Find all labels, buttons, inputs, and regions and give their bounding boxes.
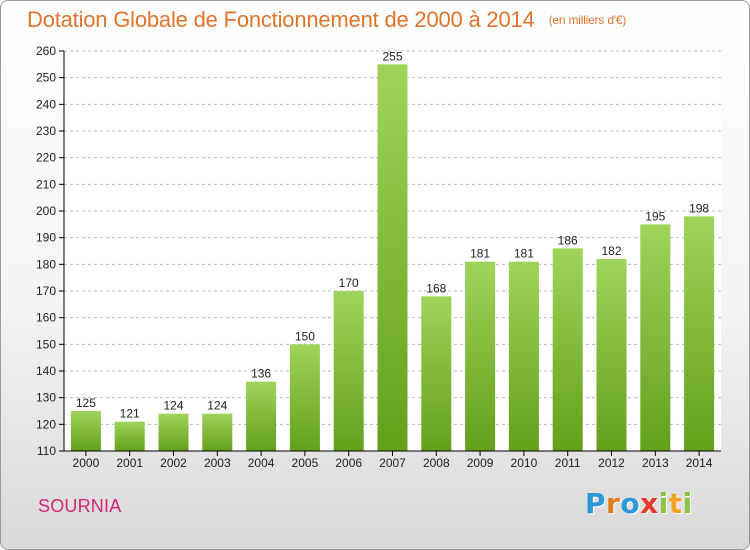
x-tick-label: 2013 [642, 456, 669, 470]
data-label: 181 [470, 247, 490, 261]
data-label: 186 [558, 233, 578, 247]
bar [596, 259, 627, 451]
bar [70, 411, 101, 451]
x-tick-label: 2009 [467, 456, 494, 470]
data-label: 136 [251, 367, 271, 381]
bar [508, 261, 539, 451]
data-label: 124 [207, 399, 227, 413]
proxiti-logo: Proxiti [585, 487, 693, 520]
y-tick-label: 180 [36, 257, 56, 271]
y-tick-label: 200 [36, 204, 56, 218]
y-tick-label: 150 [36, 337, 56, 351]
y-tick-label: 170 [36, 284, 56, 298]
data-label: 150 [295, 329, 315, 343]
x-tick-label: 2006 [335, 456, 362, 470]
y-tick-label: 220 [36, 151, 56, 165]
y-tick-label: 120 [36, 417, 56, 431]
y-tick-label: 110 [37, 444, 56, 458]
x-tick-label: 2011 [555, 456, 581, 470]
data-label: 255 [382, 49, 402, 63]
data-label: 125 [76, 396, 96, 410]
data-label: 170 [339, 276, 359, 290]
commune-name: SOURNIA [38, 496, 122, 516]
data-label: 124 [163, 399, 183, 413]
y-tick-label: 160 [36, 311, 56, 325]
data-label: 198 [689, 201, 709, 215]
y-tick-label: 190 [36, 231, 56, 245]
chart-title: Dotation Globale de Fonctionnement de 20… [27, 7, 626, 33]
bar [640, 224, 671, 451]
y-tick-label: 250 [36, 71, 56, 85]
data-label: 182 [601, 244, 621, 258]
bar [377, 64, 408, 452]
bar [333, 291, 364, 451]
y-tick-label: 260 [36, 44, 56, 58]
x-tick-label: 2010 [511, 456, 538, 470]
data-label: 168 [426, 281, 446, 295]
data-label: 181 [514, 247, 534, 261]
labels: 110 120 130 140 150 160 170 180 190 200 210 220 230 2… [36, 44, 713, 470]
y-tick-label: 130 [36, 391, 56, 405]
chart-title-text: Dotation Globale de Fonctionnement de 20… [27, 7, 535, 32]
x-tick-label: 2000 [73, 456, 100, 470]
bar [684, 216, 715, 451]
x-tick-label: 2002 [160, 456, 187, 470]
x-tick-label: 2005 [292, 456, 319, 470]
bar [158, 413, 189, 451]
bar [246, 381, 277, 451]
bar [114, 421, 145, 451]
x-tick-label: 2012 [598, 456, 625, 470]
x-tick-label: 2014 [686, 456, 713, 470]
bar [465, 261, 496, 451]
x-tick-label: 2001 [116, 456, 143, 470]
bar [421, 296, 452, 451]
chart-unit: (en milliers d'€) [548, 13, 627, 27]
bar [289, 344, 320, 451]
data-label: 121 [120, 407, 140, 421]
y-tick-label: 210 [36, 177, 56, 191]
y-tick-label: 230 [36, 124, 56, 138]
x-tick-label: 2007 [379, 456, 406, 470]
axes [59, 50, 721, 456]
bars [70, 64, 715, 452]
x-tick-label: 2008 [423, 456, 450, 470]
data-label: 195 [645, 209, 665, 223]
bar [552, 248, 583, 451]
y-tick-label: 140 [36, 364, 56, 378]
x-tick-label: 2004 [248, 456, 275, 470]
y-tick-label: 240 [36, 97, 56, 111]
x-tick-label: 2003 [204, 456, 231, 470]
bar [202, 413, 233, 451]
